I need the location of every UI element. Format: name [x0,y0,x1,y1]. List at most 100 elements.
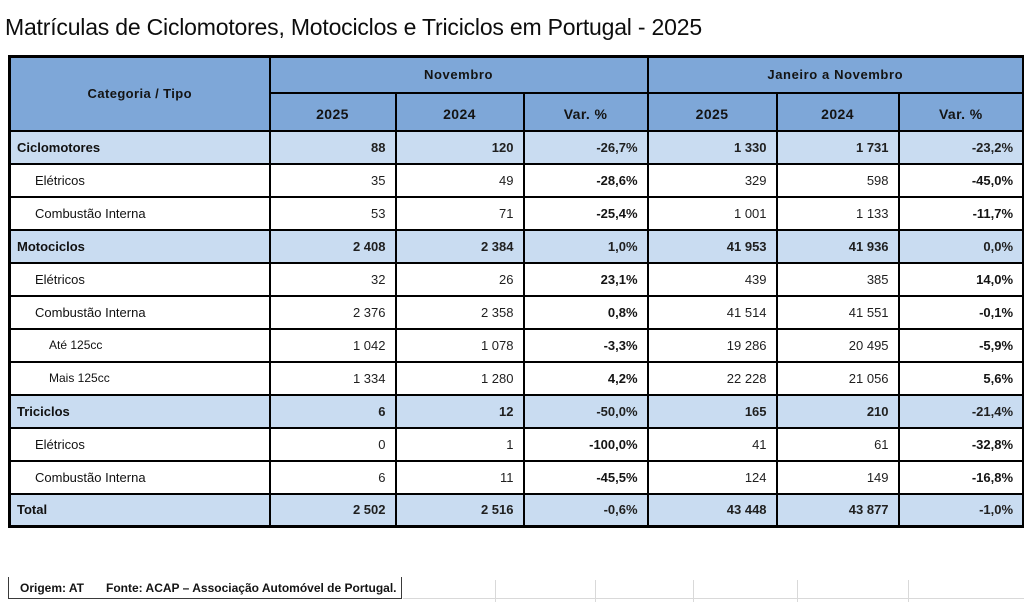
table-row: Motociclos 2 408 2 384 1,0% 41 953 41 936 0,0% [8,228,1024,264]
var-percent-cell: -1,0% [897,492,1024,528]
row-label: Elétricos [8,426,271,462]
value-cell: 35 [268,162,397,198]
registrations-table: Categoria / Tipo Novembro Janeiro a Nove… [8,55,1024,528]
table-row: Combustão Interna 2 376 2 358 0,8% 41 514 41 … [8,294,1024,330]
row-label: Motociclos [8,228,271,264]
value-cell: 43 877 [775,492,900,528]
table-row: Combustão Interna 53 71 -25,4% 1 001 1 133 -11… [8,195,1024,231]
table-row: Total 2 502 2 516 -0,6% 43 448 43 877 -1,0% [8,492,1024,528]
table-header: Categoria / Tipo Novembro Janeiro a Nove… [8,55,1024,132]
value-cell: 53 [268,195,397,231]
var-percent-cell: 23,1% [522,261,649,297]
value-cell: 2 384 [394,228,525,264]
value-cell: 6 [268,459,397,495]
col-header-nov-2025: 2025 [268,91,397,132]
table-footnote: Origem: AT Fonte: ACAP – Associação Auto… [8,577,402,599]
value-cell: 210 [775,393,900,429]
value-cell: 49 [394,162,525,198]
var-percent-cell: -26,7% [522,129,649,165]
value-cell: 6 [268,393,397,429]
value-cell: 41 551 [775,294,900,330]
value-cell: 88 [268,129,397,165]
var-percent-cell: 1,0% [522,228,649,264]
value-cell: 1 330 [646,129,778,165]
row-label: Triciclos [8,393,271,429]
var-percent-cell: -28,6% [522,162,649,198]
value-cell: 1 001 [646,195,778,231]
col-header-nov-var: Var. % [522,91,649,132]
row-label: Elétricos [8,162,271,198]
header-group-row: Categoria / Tipo Novembro Janeiro a Nove… [8,55,1024,132]
var-percent-cell: 4,2% [522,360,649,396]
value-cell: 385 [775,261,900,297]
table-row: Triciclos 6 12 -50,0% 165 210 -21,4% [8,393,1024,429]
var-percent-cell: 14,0% [897,261,1024,297]
value-cell: 32 [268,261,397,297]
corner-header-categoria-tipo: Categoria / Tipo [8,55,271,132]
value-cell: 329 [646,162,778,198]
table-row: Ciclomotores 88 120 -26,7% 1 330 1 731 -23,2% [8,129,1024,165]
var-percent-cell: -5,9% [897,327,1024,363]
spreadsheet-gridline [403,598,1024,599]
value-cell: 2 408 [268,228,397,264]
var-percent-cell: -45,5% [522,459,649,495]
row-label: Total [8,492,271,528]
value-cell: 439 [646,261,778,297]
value-cell: 1 [394,426,525,462]
value-cell: 598 [775,162,900,198]
value-cell: 12 [394,393,525,429]
value-cell: 120 [394,129,525,165]
var-percent-cell: -100,0% [522,426,649,462]
value-cell: 71 [394,195,525,231]
value-cell: 1 334 [268,360,397,396]
value-cell: 1 731 [775,129,900,165]
var-percent-cell: -21,4% [897,393,1024,429]
var-percent-cell: 0,8% [522,294,649,330]
row-label: Até 125cc [8,327,271,363]
value-cell: 43 448 [646,492,778,528]
var-percent-cell: -0,6% [522,492,649,528]
value-cell: 2 376 [268,294,397,330]
var-percent-cell: -0,1% [897,294,1024,330]
source-note: Fonte: ACAP – Associação Automóvel de Po… [106,580,397,595]
spreadsheet-gridline [908,580,909,602]
row-label: Ciclomotores [8,129,271,165]
value-cell: 1 133 [775,195,900,231]
row-label: Elétricos [8,261,271,297]
var-percent-cell: -23,2% [897,129,1024,165]
value-cell: 22 228 [646,360,778,396]
table-row: Elétricos 32 26 23,1% 439 385 14,0% [8,261,1024,297]
spreadsheet-gridline [595,580,596,602]
var-percent-cell: -32,8% [897,426,1024,462]
group-header-janeiro-a-novembro: Janeiro a Novembro [646,55,1024,94]
var-percent-cell: -50,0% [522,393,649,429]
col-header-nov-2024: 2024 [394,91,525,132]
value-cell: 21 056 [775,360,900,396]
table-body: Ciclomotores 88 120 -26,7% 1 330 1 731 -23,2% E… [8,129,1024,528]
row-label: Mais 125cc [8,360,271,396]
row-label: Combustão Interna [8,459,271,495]
value-cell: 41 514 [646,294,778,330]
value-cell: 0 [268,426,397,462]
var-percent-cell: 0,0% [897,228,1024,264]
row-label: Combustão Interna [8,294,271,330]
value-cell: 41 953 [646,228,778,264]
value-cell: 149 [775,459,900,495]
value-cell: 61 [775,426,900,462]
table-row: Mais 125cc 1 334 1 280 4,2% 22 228 21 056 5,6% [8,360,1024,396]
spreadsheet-gridline [693,580,694,602]
value-cell: 2 358 [394,294,525,330]
var-percent-cell: -11,7% [897,195,1024,231]
col-header-ytd-2024: 2024 [775,91,900,132]
value-cell: 2 502 [268,492,397,528]
var-percent-cell: -16,8% [897,459,1024,495]
value-cell: 41 936 [775,228,900,264]
value-cell: 26 [394,261,525,297]
value-cell: 1 280 [394,360,525,396]
origin-note: Origem: AT [20,580,85,595]
value-cell: 19 286 [646,327,778,363]
table-row: Combustão Interna 6 11 -45,5% 124 149 -16,8% [8,459,1024,495]
row-label: Combustão Interna [8,195,271,231]
col-header-ytd-2025: 2025 [646,91,778,132]
